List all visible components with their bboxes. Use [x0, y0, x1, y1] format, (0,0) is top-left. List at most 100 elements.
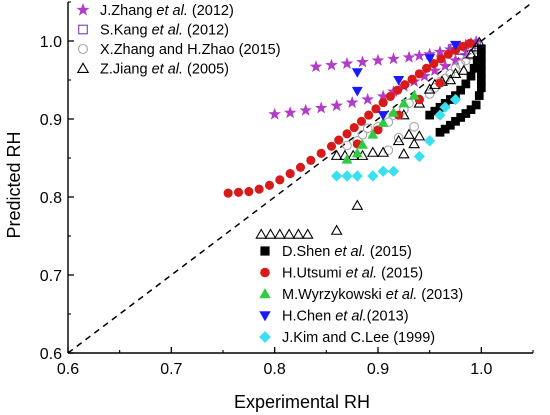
data-point [414, 69, 424, 79]
data-point [342, 129, 352, 139]
data-point [306, 155, 316, 165]
data-point [408, 137, 421, 149]
legend-entry: H.Utsumi et al. (2015) [260, 266, 423, 282]
data-point [349, 123, 359, 133]
legend-marker [259, 331, 271, 343]
data-point [445, 68, 456, 79]
data-point [345, 96, 359, 108]
data-point [469, 63, 479, 73]
legend-entry: J.Zhang et al. (2012) [76, 3, 234, 19]
data-point [387, 165, 400, 177]
legend-entry: Z.Jiang et al. (2005) [76, 62, 229, 78]
data-point [351, 147, 363, 158]
data-point [476, 67, 486, 77]
legends: J.Zhang et al. (2012) S.Kang et al. (2012… [76, 3, 463, 346]
data-point [472, 56, 482, 65]
data-point [244, 186, 254, 197]
y-tick-label: 0.7 [40, 268, 62, 285]
data-point [342, 140, 352, 151]
data-point [255, 228, 268, 239]
y-tick-label: 0.8 [40, 190, 62, 207]
data-point [429, 59, 439, 69]
data-point [351, 86, 363, 97]
legend-marker [259, 311, 271, 322]
x-axis-label: Experimental RH [234, 392, 370, 412]
data-point [285, 169, 295, 179]
data-point [398, 97, 410, 108]
data-point [373, 125, 383, 135]
data-point [449, 67, 462, 79]
data-point [413, 130, 426, 141]
data-point [367, 170, 379, 182]
data-point [326, 141, 337, 151]
data-point [450, 40, 461, 51]
legend-entry: H.Chen et al.(2013) [259, 309, 409, 325]
data-point [330, 99, 343, 112]
data-point [393, 85, 403, 95]
data-point [275, 175, 285, 185]
data-point [400, 80, 410, 90]
legend-label: H.Chen et al.(2013) [282, 309, 409, 325]
data-point [340, 57, 354, 69]
data-point [436, 54, 446, 64]
data-point [424, 54, 436, 64]
data-point [422, 63, 432, 73]
data-point [223, 188, 233, 198]
data-point [357, 129, 368, 140]
x-tick-label: 0.6 [57, 361, 79, 378]
data-point [351, 68, 363, 78]
data-point [383, 145, 394, 156]
legend-marker [259, 288, 271, 299]
data-point [438, 59, 452, 72]
data-point [325, 58, 338, 71]
data-point [434, 109, 446, 121]
data-point [364, 110, 374, 120]
y-tick-label: 0.9 [40, 112, 62, 129]
data-point [264, 228, 277, 239]
data-point [356, 116, 367, 126]
data-point [465, 48, 477, 59]
series-6 [341, 90, 420, 164]
data-point [433, 45, 447, 58]
data-point [371, 53, 385, 66]
data-point [435, 78, 445, 88]
legend-bottom-right: D.Shen et al. (2015) H.Utsumi et al. (201… [259, 244, 463, 346]
legend-marker [77, 43, 89, 55]
data-point [385, 91, 395, 101]
x-tick-label: 1.0 [470, 361, 492, 378]
data-point [351, 170, 363, 182]
data-point [409, 121, 419, 132]
data-point [456, 85, 466, 95]
data-point [273, 228, 286, 239]
legend-marker [76, 62, 90, 73]
data-point [466, 71, 476, 81]
data-point [316, 148, 326, 158]
data-point [330, 224, 343, 235]
data-point [314, 101, 328, 114]
data-point [366, 146, 379, 157]
legend-label: Z.Jiang et al. (2005) [100, 62, 229, 78]
data-point [377, 146, 390, 157]
data-point [474, 91, 484, 100]
data-point [388, 107, 399, 117]
series-8 [331, 93, 462, 182]
data-point [471, 100, 481, 110]
data-point [402, 50, 416, 63]
data-point [330, 149, 343, 160]
data-point [371, 104, 381, 114]
data-point [264, 180, 275, 190]
data-point [393, 132, 404, 143]
data-point [377, 111, 389, 121]
data-point [283, 228, 296, 239]
legend-label: D.Shen et al. (2015) [282, 244, 412, 260]
legend-marker [260, 246, 270, 256]
legend-entry: S.Kang et al. (2012) [78, 23, 229, 39]
data-point [461, 55, 471, 66]
data-point [476, 75, 486, 85]
data-point [393, 75, 405, 86]
legend-label: S.Kang et al. (2012) [100, 23, 229, 39]
data-point [413, 49, 426, 62]
data-point [377, 117, 389, 127]
data-point [331, 170, 343, 182]
